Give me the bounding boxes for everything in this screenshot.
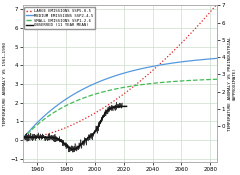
Y-axis label: TEMPERATURE ANOMALY VS PREINDUSTRIAL
(APPROXIMATE): TEMPERATURE ANOMALY VS PREINDUSTRIAL (AP… — [228, 37, 237, 131]
Y-axis label: TEMPERATURE ANOMALY VS 1961–1990: TEMPERATURE ANOMALY VS 1961–1990 — [3, 42, 7, 126]
Legend: LARGE EMISSIONS SSP5-8.5, MEDIUM EMISSIONS SSP2-4.5, SMALL EMISSIONS SSP1-2.6, O: LARGE EMISSIONS SSP5-8.5, MEDIUM EMISSIO… — [24, 7, 95, 29]
